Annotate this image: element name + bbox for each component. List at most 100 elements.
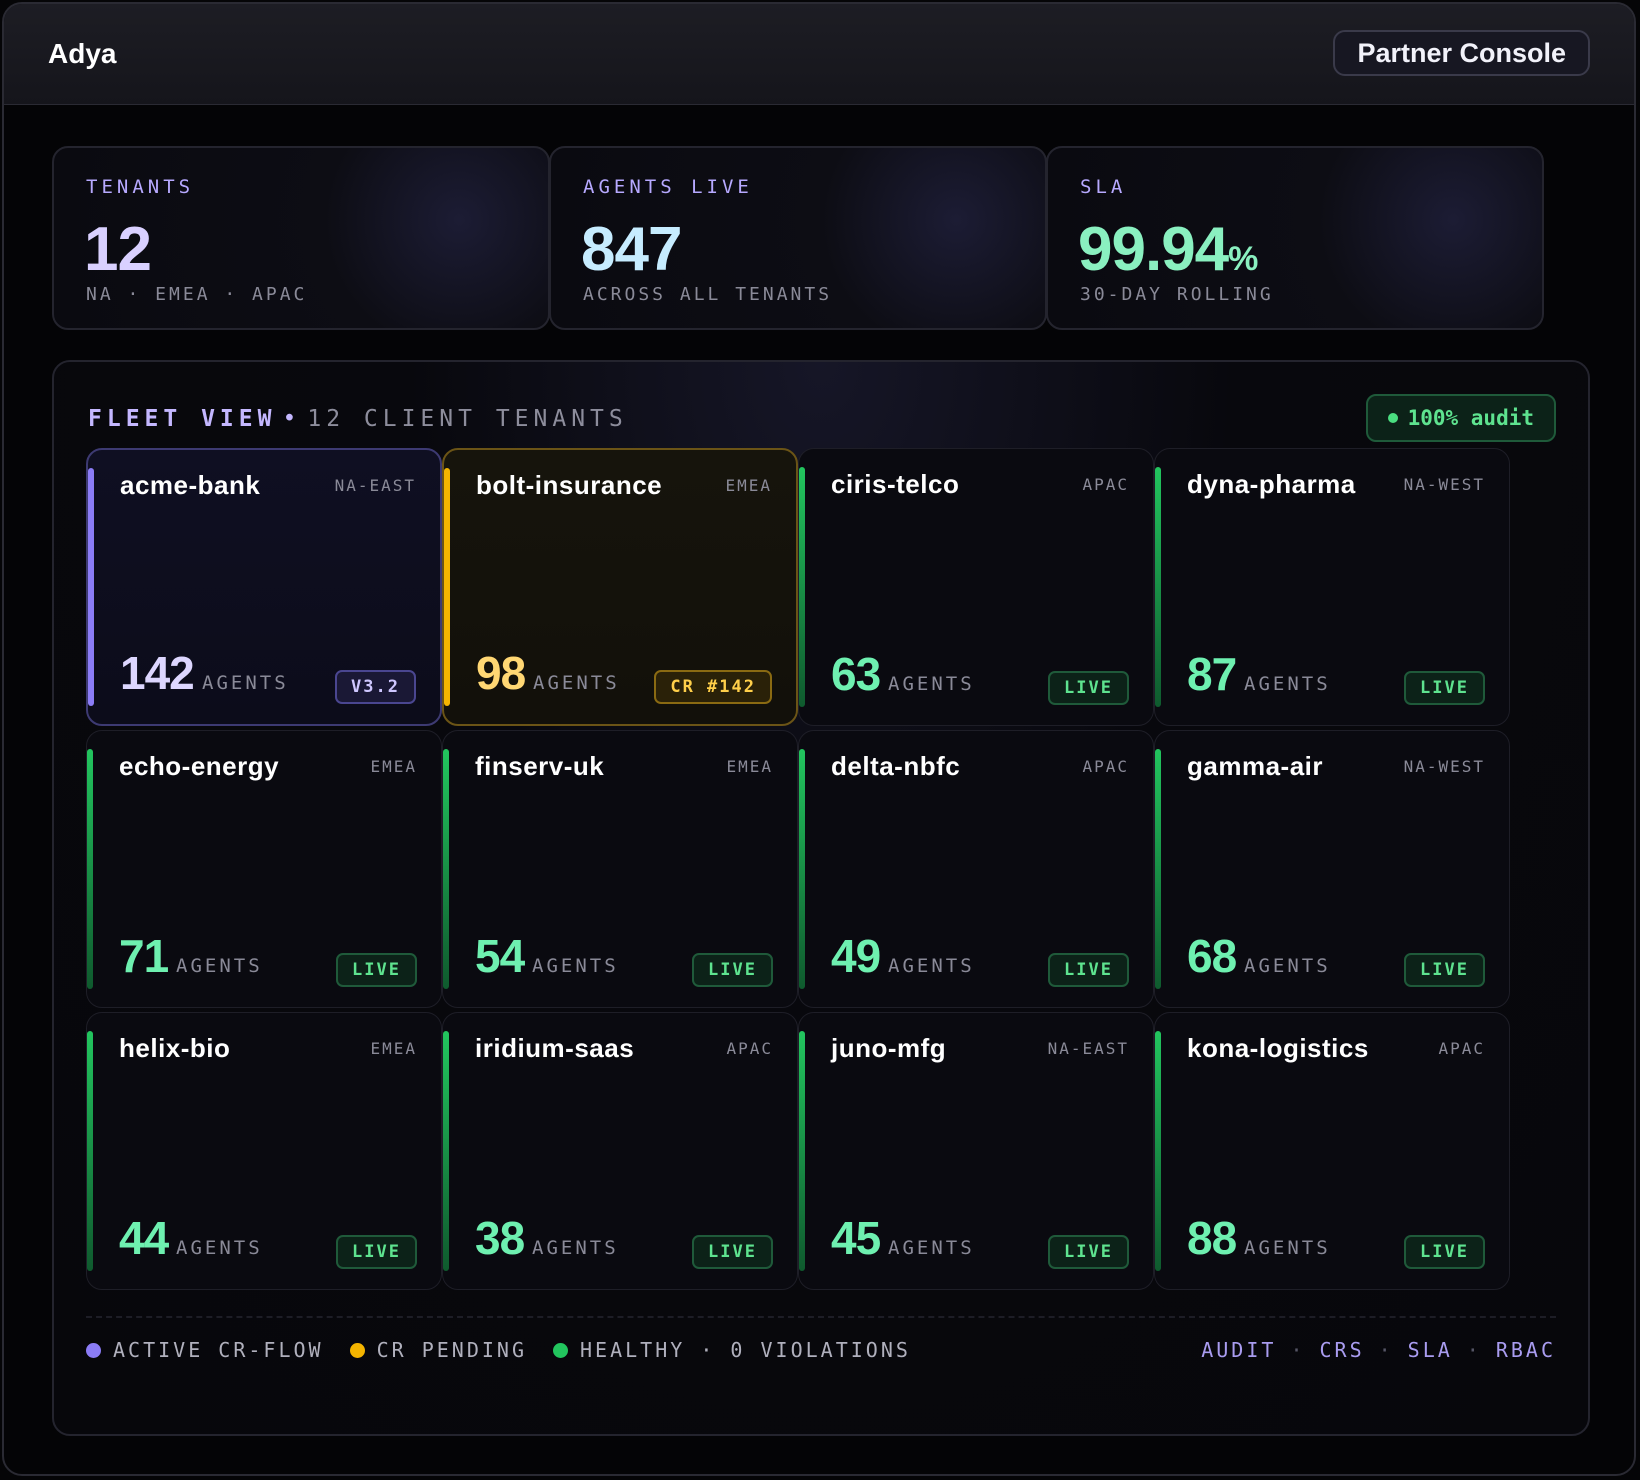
footer-link-audit[interactable]: AUDIT — [1201, 1338, 1277, 1362]
agent-count: 98 — [476, 647, 526, 699]
status-bar — [87, 1031, 93, 1271]
tenant-name: echo-energy — [119, 751, 280, 781]
agent-count: 45 — [831, 1212, 881, 1264]
tenant-region: EMEA — [370, 1039, 417, 1058]
tenant-card[interactable]: finserv-uk EMEA 54 AGENTS LIVE — [442, 730, 798, 1008]
status-bar — [88, 468, 94, 706]
stat-card: SLA 99.94% 30-DAY ROLLING — [1046, 146, 1544, 330]
stat-card: TENANTS 12 NA · EMEA · APAC — [52, 146, 550, 330]
stat-label: SLA — [1080, 176, 1127, 198]
tenant-status-badge: LIVE — [336, 953, 417, 987]
tenant-card[interactable]: kona-logistics APAC 88 AGENTS LIVE — [1154, 1012, 1510, 1290]
legend-dot-icon — [553, 1342, 568, 1358]
stat-value: 99.94% — [1078, 215, 1258, 284]
tenant-region: APAC — [726, 1039, 773, 1058]
tenant-card[interactable]: echo-energy EMEA 71 AGENTS LIVE — [86, 730, 442, 1008]
stat-subtitle: 30-DAY ROLLING — [1080, 284, 1274, 305]
tenant-status-badge: LIVE — [692, 1235, 773, 1269]
status-bar — [1155, 467, 1161, 707]
tenant-card[interactable]: gamma-air NA-WEST 68 AGENTS LIVE — [1154, 730, 1510, 1008]
tenant-card[interactable]: acme-bank NA-EAST 142 AGENTS V3.2 — [86, 448, 442, 726]
legend-label: HEALTHY · 0 VIOLATIONS — [580, 1338, 911, 1362]
app-title: Adya — [48, 38, 117, 69]
status-bar — [1155, 1031, 1161, 1271]
fleet-view-subtitle: 12 CLIENT TENANTS — [307, 406, 628, 432]
agent-count: 44 — [119, 1212, 169, 1264]
fleet-view-title: FLEET VIEW — [88, 406, 277, 432]
stat-value: 847 — [581, 215, 682, 284]
tenant-card[interactable]: helix-bio EMEA 44 AGENTS LIVE — [86, 1012, 442, 1290]
tenant-name: delta-nbfc — [831, 751, 961, 781]
agent-count: 87 — [1187, 648, 1237, 700]
agent-count: 68 — [1187, 930, 1237, 982]
tenant-name: helix-bio — [119, 1033, 231, 1063]
footer-links: AUDIT · CRS · SLA · RBAC — [1201, 1338, 1556, 1362]
tenant-card[interactable]: delta-nbfc APAC 49 AGENTS LIVE — [798, 730, 1154, 1008]
tenant-card[interactable]: ciris-telco APAC 63 AGENTS LIVE — [798, 448, 1154, 726]
footer-separator: · — [1378, 1338, 1394, 1362]
status-bar — [799, 467, 805, 707]
status-bar — [444, 468, 450, 706]
agent-count: 142 — [120, 647, 195, 699]
tenant-name: acme-bank — [120, 470, 261, 500]
footer-link-rbac[interactable]: RBAC — [1495, 1338, 1556, 1362]
tenant-region: EMEA — [725, 476, 772, 495]
agents-label: AGENTS — [1244, 1237, 1331, 1259]
agent-count: 38 — [475, 1212, 525, 1264]
agents-label: AGENTS — [888, 673, 975, 695]
fleet-view-bullet: • — [282, 406, 302, 432]
tenant-card[interactable]: dyna-pharma NA-WEST 87 AGENTS LIVE — [1154, 448, 1510, 726]
agents-label: AGENTS — [532, 1237, 619, 1259]
tenant-region: EMEA — [726, 757, 773, 776]
legend-item: HEALTHY · 0 VIOLATIONS — [553, 1338, 911, 1362]
status-bar — [443, 749, 449, 989]
tenant-card[interactable]: juno-mfg NA-EAST 45 AGENTS LIVE — [798, 1012, 1154, 1290]
tenant-status-badge: LIVE — [1404, 1235, 1485, 1269]
tenant-name: kona-logistics — [1187, 1033, 1369, 1063]
stat-subtitle: ACROSS ALL TENANTS — [583, 284, 833, 305]
legend-dot-icon — [349, 1342, 365, 1358]
footer-separator: · — [1466, 1338, 1482, 1362]
agent-count: 63 — [831, 648, 881, 700]
stat-unit: % — [1228, 240, 1258, 278]
agents-label: AGENTS — [176, 955, 263, 977]
status-bar — [87, 749, 93, 989]
status-legend: ACTIVE CR-FLOW CR PENDING HEALTHY · 0 VIOL… — [86, 1338, 937, 1362]
tenant-status-badge: CR #142 — [654, 670, 772, 704]
audit-badge-label: 100% audit — [1407, 406, 1534, 430]
stat-subtitle: NA · EMEA · APAC — [86, 284, 308, 305]
legend-label: CR PENDING — [376, 1338, 527, 1362]
agents-label: AGENTS — [1244, 955, 1331, 977]
tenant-region: APAC — [1082, 757, 1129, 776]
tenant-card[interactable]: iridium-saas APAC 38 AGENTS LIVE — [442, 1012, 798, 1290]
tenant-status-badge: LIVE — [1048, 671, 1129, 705]
agents-label: AGENTS — [888, 1237, 975, 1259]
footer-link-crs[interactable]: CRS — [1319, 1338, 1365, 1362]
agents-label: AGENTS — [533, 672, 620, 694]
partner-console-button[interactable]: Partner Console — [1333, 30, 1590, 76]
agent-count: 88 — [1187, 1212, 1237, 1264]
tenant-status-badge: LIVE — [336, 1235, 417, 1269]
status-bar — [443, 1031, 449, 1271]
tenant-status-badge: LIVE — [1048, 953, 1129, 987]
tenant-region: NA-EAST — [1047, 1039, 1129, 1058]
agents-label: AGENTS — [888, 955, 975, 977]
status-bar — [799, 1031, 805, 1271]
agent-count: 71 — [119, 930, 169, 982]
legend-dot-icon — [86, 1342, 101, 1358]
legend-label: ACTIVE CR-FLOW — [113, 1338, 324, 1362]
tenant-card[interactable]: bolt-insurance EMEA 98 AGENTS CR #142 — [442, 448, 798, 726]
title-bar: Adya Partner Console — [4, 4, 1634, 105]
fleet-view-panel: FLEET VIEW • 12 CLIENT TENANTS 100% audit … — [52, 360, 1590, 1436]
footer-link-sla[interactable]: SLA — [1407, 1338, 1453, 1362]
tenant-status-badge: LIVE — [692, 953, 773, 987]
audit-badge[interactable]: 100% audit — [1365, 394, 1556, 442]
tenant-name: juno-mfg — [831, 1033, 947, 1063]
tenant-name: bolt-insurance — [476, 470, 663, 500]
tenant-region: APAC — [1082, 475, 1129, 494]
stat-label: TENANTS — [86, 176, 195, 198]
agent-count: 49 — [831, 930, 881, 982]
legend-item: ACTIVE CR-FLOW — [86, 1338, 324, 1362]
tenant-region: APAC — [1438, 1039, 1485, 1058]
